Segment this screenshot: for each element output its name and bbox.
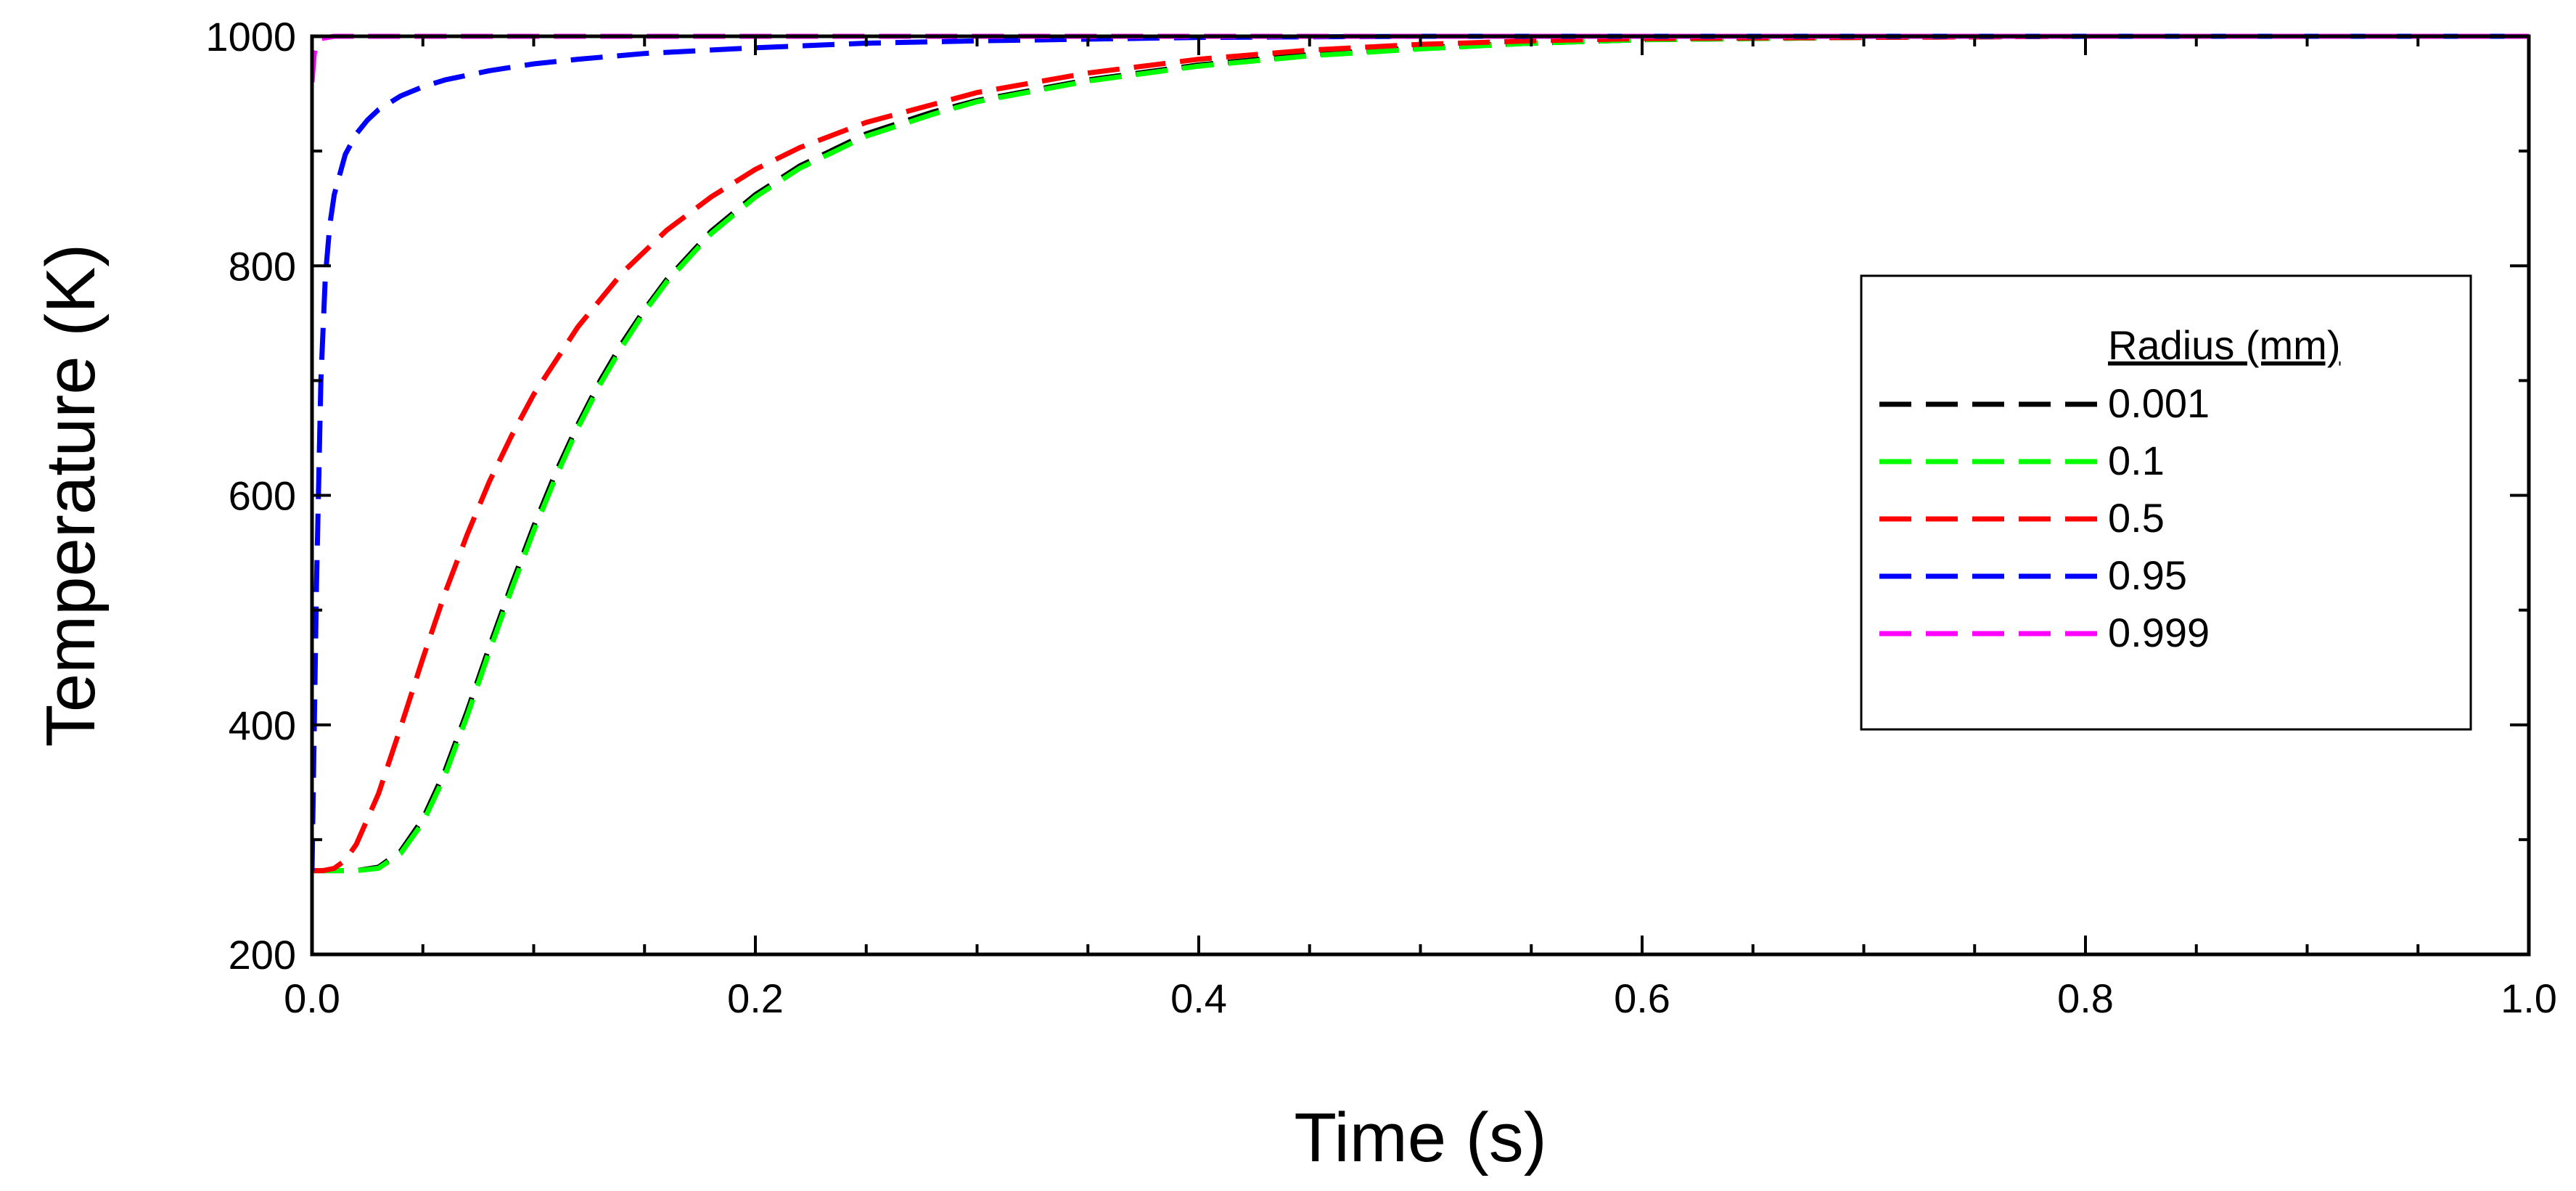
legend-label-0-5: 0.5 — [2108, 495, 2165, 541]
legend-label-0-999: 0.999 — [2108, 610, 2210, 655]
y-tick-label: 400 — [229, 703, 296, 748]
y-tick-label: 1000 — [205, 14, 296, 60]
x-tick-label: 0.2 — [727, 975, 784, 1021]
x-tick-label: 1.0 — [2501, 975, 2557, 1021]
legend-label-0-1: 0.1 — [2108, 438, 2165, 483]
labels-layer: 0.0 0.2 0.4 0.6 0.8 1.0 200 400 600 800 1000 — [205, 14, 2557, 1021]
y-tick-label: 800 — [229, 243, 296, 289]
legend-box — [1860, 274, 2472, 731]
x-tick-label: 0.4 — [1170, 975, 1227, 1021]
x-tick-label: 0.6 — [1614, 975, 1670, 1021]
legend-title: Radius (mm) — [2108, 322, 2340, 368]
y-axis-title: Temperature (K) — [32, 244, 110, 748]
x-axis-title: Time (s) — [1294, 1099, 1546, 1176]
legend-items: 0.001 0.1 0.5 0.95 0.999 — [1879, 380, 2210, 655]
ticks-layer — [311, 35, 2530, 956]
legend-label-0-001: 0.001 — [2108, 380, 2210, 426]
x-tick-label: 0.8 — [2057, 975, 2114, 1021]
legend-label-0-95: 0.95 — [2108, 552, 2187, 598]
legend: Radius (mm) 0.001 0.1 0.5 0.95 0.999 — [1860, 274, 2472, 731]
y-tick-label: 600 — [229, 473, 296, 519]
series-line-0-1 — [312, 33, 2529, 874]
y-tick-label: 200 — [229, 932, 296, 978]
x-tick-label: 0.0 — [284, 975, 340, 1021]
